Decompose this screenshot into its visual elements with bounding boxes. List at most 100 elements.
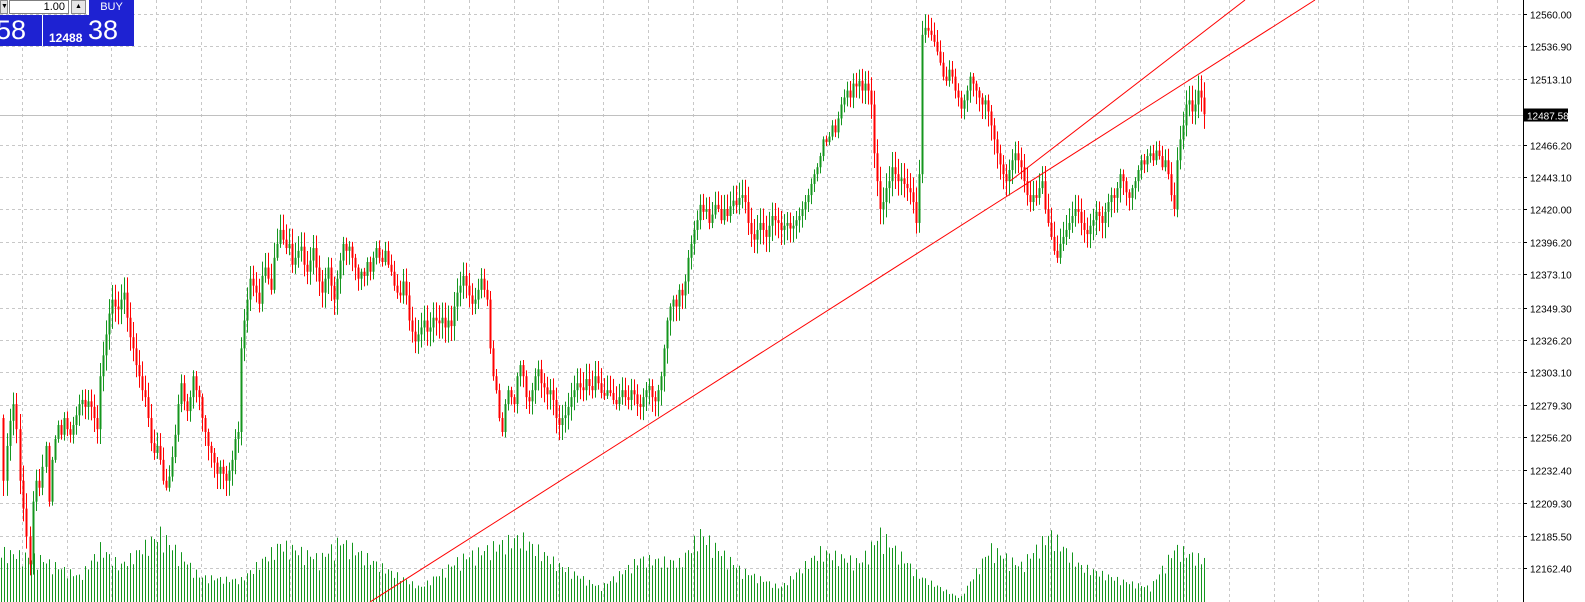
candle-body — [459, 285, 462, 293]
volume-bar — [832, 560, 833, 602]
sell-price-box[interactable]: 58 — [0, 15, 42, 46]
candle-body — [1131, 188, 1134, 198]
candle-body — [411, 320, 414, 332]
candle-body — [19, 429, 22, 481]
candle-body — [159, 445, 162, 460]
candle-body — [1104, 211, 1107, 223]
candle-body — [1155, 150, 1158, 161]
lot-increase-button[interactable]: ▲ — [71, 0, 86, 14]
candle-body — [78, 404, 81, 416]
candle-body — [144, 390, 147, 398]
candle-body — [696, 220, 699, 230]
candle-body — [1008, 170, 1011, 182]
candle-body — [630, 390, 633, 400]
volume-bar — [22, 566, 23, 602]
candle-body — [285, 239, 288, 249]
candle-body — [795, 220, 798, 226]
volume-bar — [550, 564, 551, 602]
volume-bar — [895, 545, 896, 602]
volume-bar — [160, 526, 161, 602]
candle-body — [990, 111, 993, 126]
candle-body — [984, 100, 987, 105]
volume-bar — [1087, 564, 1088, 602]
volume-bar — [373, 560, 374, 602]
volume-bar — [946, 589, 947, 602]
volume-bar — [754, 573, 755, 602]
candle-body — [747, 202, 750, 223]
volume-bar — [625, 570, 626, 602]
candle-body — [822, 139, 825, 157]
candle-body — [1128, 192, 1131, 198]
volume-bar — [643, 556, 644, 602]
candle-body — [786, 222, 789, 226]
volume-bar — [247, 573, 248, 602]
volume-bar — [709, 535, 710, 602]
lot-size-input[interactable]: 1.00 — [9, 0, 69, 14]
lot-decrease-button[interactable]: ▼ — [0, 0, 8, 14]
candle-body — [162, 459, 165, 481]
candle-body — [849, 90, 852, 98]
volume-bar — [850, 555, 851, 602]
volume-bar — [1060, 551, 1061, 602]
volume-bar — [229, 582, 230, 602]
candle-body — [924, 27, 927, 35]
candle-body — [660, 376, 663, 391]
candle-body — [957, 90, 960, 98]
candle-body — [441, 317, 444, 324]
candle-body — [564, 415, 567, 419]
candle-body — [375, 248, 378, 258]
volume-bar — [799, 569, 800, 602]
volume-bar — [1144, 587, 1145, 602]
candle-body — [261, 275, 264, 304]
volume-bar — [940, 587, 941, 602]
candle-body — [318, 267, 321, 282]
candle-body — [138, 365, 141, 377]
candle-body — [612, 392, 615, 400]
volume-bar — [223, 583, 224, 602]
buy-button[interactable]: BUY — [89, 0, 134, 15]
volume-bar — [232, 579, 233, 602]
volume-bar — [361, 550, 362, 602]
candle-body — [618, 397, 621, 405]
volume-bar — [1036, 544, 1037, 602]
candle-body — [90, 401, 93, 407]
buy-price-box[interactable]: 12488 38 — [43, 15, 134, 46]
candle-body — [552, 390, 555, 400]
volume-bar — [97, 561, 98, 602]
candle-body — [1035, 195, 1038, 198]
candle-body — [732, 200, 735, 207]
volume-bar — [4, 546, 5, 602]
candle-body — [948, 69, 951, 81]
candle-body — [663, 348, 666, 377]
candle-body — [804, 202, 807, 210]
candle-body — [69, 429, 72, 435]
volume-bar — [397, 572, 398, 602]
candle-body — [915, 202, 918, 223]
candle-body — [393, 271, 396, 286]
candle-body — [723, 209, 726, 221]
volume-bar — [385, 573, 386, 602]
candle-body — [1032, 195, 1035, 203]
candle-body — [294, 257, 297, 265]
candle-body — [32, 501, 35, 565]
trendlines[interactable] — [369, 0, 1316, 602]
volume-bar — [820, 546, 821, 602]
candle-body — [738, 197, 741, 205]
candle-body — [693, 229, 696, 244]
candlesticks[interactable] — [2, 14, 1206, 576]
candle-body — [315, 248, 318, 268]
candle-body — [189, 397, 192, 412]
volume-bar — [313, 559, 314, 602]
candle-body — [1050, 222, 1053, 237]
candle-body — [756, 229, 759, 240]
volume-bar — [961, 596, 962, 602]
volume-bar — [127, 566, 128, 602]
candle-body — [25, 508, 28, 537]
volume-bar — [316, 553, 317, 602]
candle-body — [276, 243, 279, 258]
volume-bar — [1141, 586, 1142, 602]
candle-body — [474, 299, 477, 304]
candle-body — [342, 243, 345, 261]
volume-bar — [112, 565, 113, 602]
